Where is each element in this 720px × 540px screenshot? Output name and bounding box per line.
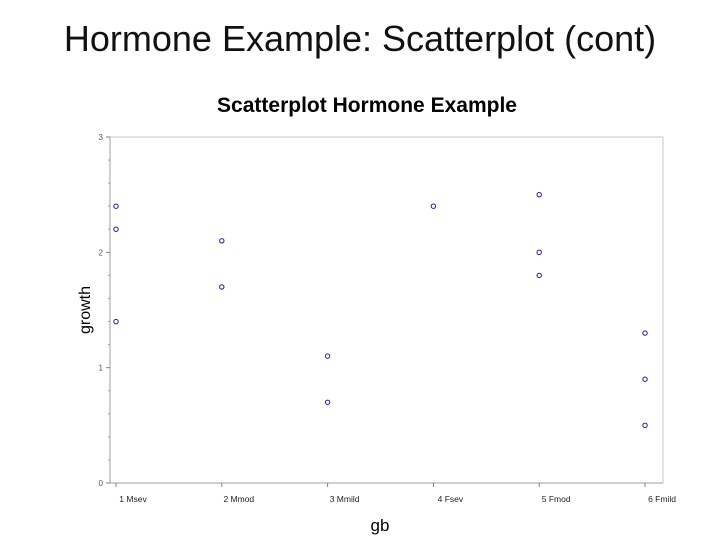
y-tick-label: 0 bbox=[99, 479, 104, 488]
data-point bbox=[536, 191, 542, 198]
x-axis-label: gb bbox=[371, 516, 390, 535]
data-point bbox=[536, 272, 542, 279]
plot-area-border bbox=[109, 136, 664, 484]
y-axis-label: growth bbox=[77, 286, 94, 334]
data-point bbox=[113, 318, 119, 325]
data-point bbox=[642, 330, 648, 336]
x-tick-label: 5 Fmod bbox=[542, 494, 571, 504]
x-tick-label: 3 Mmild bbox=[330, 494, 360, 504]
data-point bbox=[219, 238, 225, 244]
x-tick-label: 4 Fsev bbox=[438, 494, 464, 504]
y-tick-label: 1 bbox=[99, 364, 104, 373]
x-tick-label: 1 Msev bbox=[119, 494, 147, 504]
x-tick-label: 2 Mmod bbox=[223, 494, 254, 504]
data-point bbox=[324, 353, 331, 359]
data-point bbox=[324, 399, 331, 405]
data-point bbox=[536, 249, 542, 256]
data-point bbox=[642, 422, 648, 429]
data-point bbox=[219, 284, 225, 290]
data-point bbox=[642, 376, 648, 382]
y-tick-label: 2 bbox=[99, 248, 104, 257]
points-layer bbox=[113, 191, 648, 429]
y-axis: 0 1 2 3 bbox=[99, 133, 111, 488]
slide-title: Hormone Example: Scatterplot (cont) bbox=[63, 18, 657, 59]
chart-title: Scatterplot Hormone Example bbox=[217, 94, 517, 117]
data-point bbox=[430, 203, 437, 209]
x-axis: 1 Msev 2 Mmod 3 Mmild 4 Fsev 5 Fmod 6 Fmild bbox=[110, 482, 676, 504]
x-tick-label: 6 Fmild bbox=[648, 494, 676, 504]
data-point bbox=[113, 203, 119, 209]
y-tick-label: 3 bbox=[99, 133, 104, 142]
data-point bbox=[113, 226, 119, 232]
plot-frame bbox=[109, 136, 664, 484]
